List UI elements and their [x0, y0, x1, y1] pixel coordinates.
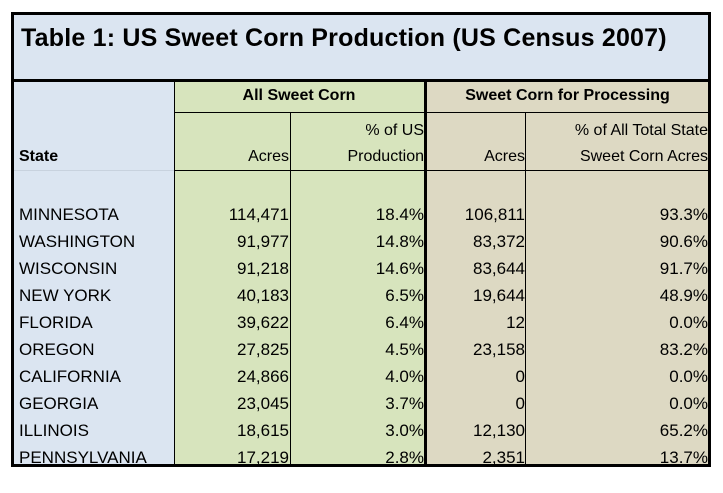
- cell-acres: 40,183: [237, 286, 289, 305]
- cell-pct-us: 3.7%: [385, 394, 424, 413]
- cell-pct-total: 91.7%: [659, 259, 708, 278]
- title-bar: Table 1: US Sweet Corn Production (US Ce…: [14, 15, 708, 82]
- cell-pct-total: 0.0%: [669, 313, 708, 332]
- cell-pct-total: 0.0%: [669, 394, 708, 413]
- table-row: NEW YORK 40,183 6.5% 19,644 48.9%: [14, 282, 708, 309]
- header-pct-us: % of US Production: [348, 118, 425, 170]
- cell-acres: 39,622: [237, 313, 289, 332]
- column-divider-state: [174, 82, 175, 464]
- header-pct-total-line1: % of All Total State: [574, 122, 708, 139]
- table-title: Table 1: US Sweet Corn Production (US Ce…: [21, 24, 667, 52]
- table-body: MINNESOTA 114,471 18.4% 106,811 93.3% WA…: [14, 201, 708, 471]
- table-row: MINNESOTA 114,471 18.4% 106,811 93.3%: [14, 201, 708, 228]
- cell-pct-us: 4.0%: [385, 367, 424, 386]
- cell-proc-acres: 0: [515, 367, 525, 386]
- cell-pct-us: 4.5%: [385, 340, 424, 359]
- cell-state: PENNSYLVANIA: [19, 448, 147, 467]
- table-row: PENNSYLVANIA 17,219 2.8% 2,351 13.7%: [14, 444, 708, 471]
- cell-state: OREGON: [19, 340, 95, 359]
- all-sweet-corn-column-bg: [174, 82, 426, 464]
- header-pct-total: % of All Total State Sweet Corn Acres: [575, 118, 708, 170]
- header-pct-total-line2: Sweet Corn Acres: [579, 148, 708, 165]
- cell-acres: 91,977: [237, 232, 289, 251]
- cell-proc-acres: 12: [506, 313, 525, 332]
- cell-state: WASHINGTON: [19, 232, 136, 251]
- cell-proc-acres: 83,372: [473, 232, 525, 251]
- cell-proc-acres: 0: [515, 394, 525, 413]
- cell-acres: 27,825: [237, 340, 289, 359]
- cell-pct-total: 65.2%: [659, 421, 708, 440]
- table-row: FLORIDA 39,622 6.4% 12 0.0%: [14, 309, 708, 336]
- cell-pct-total: 83.2%: [659, 340, 708, 359]
- table-row: WISCONSIN 91,218 14.6% 83,644 91.7%: [14, 255, 708, 282]
- cell-acres: 17,219: [237, 448, 289, 467]
- table-row: OREGON 27,825 4.5% 23,158 83.2%: [14, 336, 708, 363]
- header-pct-us-line2: Production: [347, 148, 425, 165]
- table-row: CALIFORNIA 24,866 4.0% 0 0.0%: [14, 363, 708, 390]
- cell-state: CALIFORNIA: [19, 367, 122, 386]
- cell-proc-acres: 83,644: [473, 259, 525, 278]
- table-frame: Table 1: US Sweet Corn Production (US Ce…: [11, 12, 711, 467]
- cell-proc-acres: 23,158: [473, 340, 525, 359]
- cell-pct-total: 93.3%: [659, 205, 708, 224]
- processing-column-bg: [426, 82, 708, 464]
- cell-pct-total: 90.6%: [659, 232, 708, 251]
- cell-state: GEORGIA: [19, 394, 99, 413]
- cell-proc-acres: 19,644: [473, 286, 525, 305]
- cell-state: FLORIDA: [19, 313, 93, 332]
- table-row: GEORGIA 23,045 3.7% 0 0.0%: [14, 390, 708, 417]
- cell-pct-total: 0.0%: [669, 367, 708, 386]
- cell-acres: 91,218: [237, 259, 289, 278]
- header-proc-acres: Acres: [484, 144, 525, 170]
- column-divider-proc-acres: [525, 112, 526, 464]
- cell-state: NEW YORK: [19, 286, 112, 305]
- column-divider-acres: [290, 112, 291, 464]
- cell-proc-acres: 106,811: [464, 205, 525, 224]
- cell-pct-us: 6.5%: [385, 286, 424, 305]
- cell-proc-acres: 12,130: [473, 421, 525, 440]
- group-header-processing: Sweet Corn for Processing: [465, 87, 670, 104]
- cell-pct-total: 13.7%: [659, 448, 708, 467]
- table-row: ILLINOIS 18,615 3.0% 12,130 65.2%: [14, 417, 708, 444]
- table-row: WASHINGTON 91,977 14.8% 83,372 90.6%: [14, 228, 708, 255]
- cell-proc-acres: 2,351: [482, 448, 525, 467]
- sub-header-rule: [174, 170, 708, 171]
- state-header-rule: [14, 170, 174, 171]
- group-header-all-sweet-corn: All Sweet Corn: [242, 87, 356, 104]
- group-header-rule: [174, 112, 708, 113]
- cell-acres: 114,471: [228, 205, 289, 224]
- header-state: State: [19, 148, 59, 165]
- cell-pct-us: 6.4%: [385, 313, 424, 332]
- state-column-bg: [14, 82, 174, 464]
- cell-pct-total: 48.9%: [659, 286, 708, 305]
- header-pct-us-line1: % of US: [365, 122, 424, 139]
- cell-acres: 18,615: [237, 421, 289, 440]
- header-proc-acres-label: Acres: [484, 148, 525, 165]
- cell-pct-us: 14.6%: [375, 259, 424, 278]
- column-divider-group: [424, 82, 427, 464]
- cell-pct-us: 18.4%: [375, 205, 424, 224]
- cell-acres: 23,045: [237, 394, 289, 413]
- cell-pct-us: 2.8%: [385, 448, 424, 467]
- cell-state: ILLINOIS: [19, 421, 89, 440]
- cell-pct-us: 3.0%: [385, 421, 424, 440]
- cell-acres: 24,866: [237, 367, 289, 386]
- cell-state: WISCONSIN: [19, 259, 118, 278]
- header-acres-label: Acres: [248, 148, 289, 165]
- cell-pct-us: 14.8%: [375, 232, 424, 251]
- header-acres: Acres: [248, 144, 289, 170]
- cell-state: MINNESOTA: [19, 205, 119, 224]
